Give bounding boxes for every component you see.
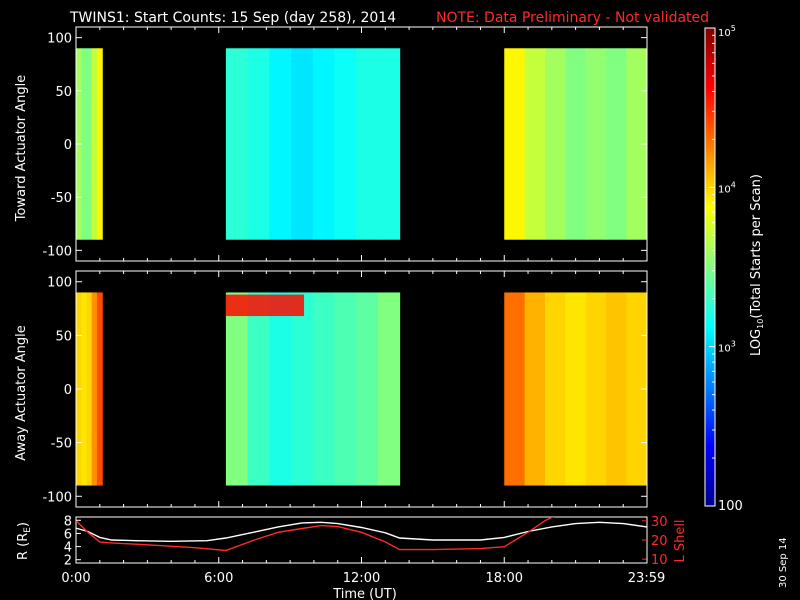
heatmap-cell xyxy=(585,292,607,486)
heatmap-cell xyxy=(96,292,103,486)
y-tick-label: 50 xyxy=(55,329,72,344)
orbit-frame xyxy=(75,516,648,564)
heatmap-cell xyxy=(312,48,336,240)
y-tick-label: 8 xyxy=(64,514,72,529)
colorbar-tick-label: 100 xyxy=(718,499,743,514)
heatmap-cell xyxy=(269,292,292,486)
heatmap-cell xyxy=(524,48,546,240)
heatmap-cell xyxy=(377,292,401,486)
heatmap-cell xyxy=(544,292,566,486)
heatmap-cell xyxy=(565,292,587,486)
heatmap-cell xyxy=(356,292,379,486)
x-tick-label: 12:00 xyxy=(343,571,380,586)
heatmap-cell xyxy=(247,292,270,486)
away-angle-ylabel: Away Actuator Angle xyxy=(14,325,29,460)
y-tick-label: 6 xyxy=(64,527,72,542)
colorbar-gradient xyxy=(705,28,715,506)
heatmap-cell xyxy=(91,48,98,240)
heatmap-cell xyxy=(504,48,526,240)
away-angle-panel: 100 50 0 -50 -100 xyxy=(42,270,648,508)
x-tick-label: 18:00 xyxy=(486,571,523,586)
heatmap-cell xyxy=(626,48,648,240)
y-tick-label: 2 xyxy=(64,554,72,569)
heatmap-cell xyxy=(606,48,627,240)
orbit-lshell-ylabel: L Shell xyxy=(673,519,688,562)
heatmap-cell xyxy=(334,48,357,240)
heatmap-cell xyxy=(524,292,546,486)
y-tick-label: -50 xyxy=(51,437,72,452)
y-tick-label: -100 xyxy=(42,490,72,505)
heatmap-cell xyxy=(334,292,357,486)
y-tick-label: 0 xyxy=(64,138,72,153)
heatmap-cell xyxy=(585,48,607,240)
heatmap-cell xyxy=(312,292,336,486)
heatmap-cell xyxy=(626,292,648,486)
heatmap-cell xyxy=(565,48,587,240)
colorbar-tick-label: 104 xyxy=(718,180,736,195)
toward-angle-ylabel: Toward Actuator Angle xyxy=(14,75,29,222)
heatmap-cell xyxy=(291,48,314,240)
x-tick-label: 23:59 xyxy=(628,571,665,586)
x-tick-label: 6:00 xyxy=(204,571,233,586)
heatmap-cell xyxy=(544,48,566,240)
colorbar-tick-label: 103 xyxy=(718,340,736,355)
heatmap-cell xyxy=(247,48,270,240)
preliminary-note: NOTE: Data Preliminary - Not validated xyxy=(436,10,709,26)
heatmap-cell xyxy=(225,292,249,486)
y-tick-label: -100 xyxy=(42,244,72,259)
chart-title: TWINS1: Start Counts: 15 Sep (day 258), … xyxy=(69,10,396,26)
y2-tick-label: 30 xyxy=(651,515,668,530)
heatmap-cell xyxy=(96,48,103,240)
heatmap-cell xyxy=(225,48,249,240)
y-tick-label: 50 xyxy=(55,85,72,100)
heatmap-cell xyxy=(356,48,379,240)
y-tick-label: 4 xyxy=(64,541,72,556)
y-tick-label: 100 xyxy=(47,276,72,291)
colorbar-label: LOG10(Total Starts per Scan) xyxy=(749,174,765,356)
y2-tick-label: 20 xyxy=(651,534,668,549)
heatmap-cell xyxy=(86,48,93,240)
series-line-r xyxy=(76,521,647,543)
y-tick-label: 100 xyxy=(47,32,72,47)
heatmap-cell xyxy=(504,292,526,486)
x-tick-label: 0:00 xyxy=(61,571,90,586)
date-stamp: 30 Sep 14 xyxy=(778,537,789,588)
heatmap-cell xyxy=(377,48,401,240)
heatmap-cell xyxy=(86,292,93,486)
time-xlabel: Time (UT) xyxy=(332,587,397,600)
heatmap-cell xyxy=(291,292,314,486)
heatmap-cell xyxy=(81,48,88,240)
heatmap-cell xyxy=(606,292,627,486)
heatmap-cell xyxy=(91,292,98,486)
toward-angle-panel: 100 50 0 -50 -100 xyxy=(42,26,648,262)
heatmap-band xyxy=(225,294,305,317)
y-tick-label: -50 xyxy=(51,191,72,206)
y-tick-label: 0 xyxy=(64,383,72,398)
heatmap-cell xyxy=(81,292,88,486)
series-line-lshell xyxy=(76,517,555,552)
y2-tick-label: 10 xyxy=(651,553,668,568)
heatmap-cell xyxy=(269,48,292,240)
colorbar-tick-label: 105 xyxy=(718,24,736,39)
colorbar: 105 104 103 100 xyxy=(704,24,743,514)
orbit-r-ylabel: R (RE) xyxy=(16,522,33,560)
